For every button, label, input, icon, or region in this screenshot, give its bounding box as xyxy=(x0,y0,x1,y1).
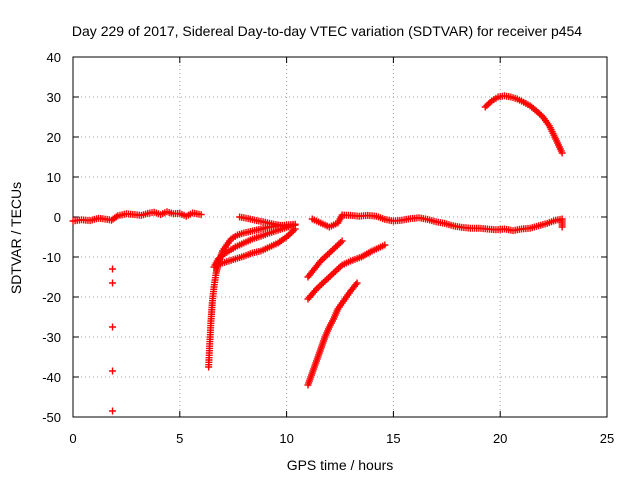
data-point xyxy=(381,241,389,249)
data-point xyxy=(321,277,329,285)
data-point xyxy=(558,223,566,231)
x-tick-label: 25 xyxy=(600,431,614,446)
plot-area-border xyxy=(72,56,608,418)
chart-grid xyxy=(73,57,607,417)
data-point-fill xyxy=(333,266,341,274)
x-tick-label: 20 xyxy=(493,431,507,446)
data-point-fill xyxy=(486,99,494,106)
y-axis-label: SDTVAR / TECUs xyxy=(8,182,24,294)
data-point xyxy=(558,149,566,157)
data-point xyxy=(109,265,117,273)
data-point xyxy=(109,279,117,287)
data-point-fill xyxy=(320,254,328,262)
data-point-fill xyxy=(335,264,343,272)
x-tick-label: 0 xyxy=(69,431,76,446)
data-point-fill xyxy=(323,275,331,283)
y-tick-label: 40 xyxy=(47,50,61,65)
y-tick-label: -50 xyxy=(42,410,61,425)
data-point-fill xyxy=(316,282,324,290)
y-tick-label: -40 xyxy=(42,370,61,385)
data-point-fill xyxy=(352,281,360,289)
data-point-fill xyxy=(326,272,334,280)
data-point xyxy=(109,367,117,375)
data-point xyxy=(109,323,117,331)
data-point xyxy=(283,223,291,231)
data-points xyxy=(69,92,566,415)
data-point xyxy=(338,237,346,245)
data-point xyxy=(353,279,361,287)
data-point-fill xyxy=(328,271,336,279)
y-tick-label: 0 xyxy=(54,210,61,225)
chart-title: Day 229 of 2017, Sidereal Day-to-day VTE… xyxy=(72,23,582,39)
axis-ticks: 0 5 10 15 20 25 -50 -40 -30 -20 -10 0 10 20 30 40 xyxy=(42,50,614,446)
data-point-fill xyxy=(217,252,225,260)
data-point-fill xyxy=(337,239,345,246)
y-tick-label: 10 xyxy=(47,170,61,185)
x-tick-label: 10 xyxy=(279,431,293,446)
y-tick-label: -10 xyxy=(42,250,61,265)
y-tick-label: 20 xyxy=(47,130,61,145)
data-point-fill xyxy=(318,280,326,288)
data-point-fill xyxy=(322,252,330,260)
y-tick-label: -20 xyxy=(42,290,61,305)
data-point-fill xyxy=(112,213,120,221)
data-point xyxy=(197,211,205,219)
data-point xyxy=(109,407,117,415)
x-tick-label: 15 xyxy=(386,431,400,446)
x-axis-label: GPS time / hours xyxy=(287,457,394,473)
data-point-fill xyxy=(319,279,327,287)
y-tick-label: -30 xyxy=(42,330,61,345)
data-point-fill xyxy=(286,230,294,238)
data-point xyxy=(330,269,338,277)
x-tick-label: 5 xyxy=(176,431,183,446)
data-point-fill xyxy=(324,274,332,282)
data-point-fill xyxy=(331,267,339,275)
y-tick-label: 30 xyxy=(47,90,61,105)
data-point xyxy=(291,225,299,233)
